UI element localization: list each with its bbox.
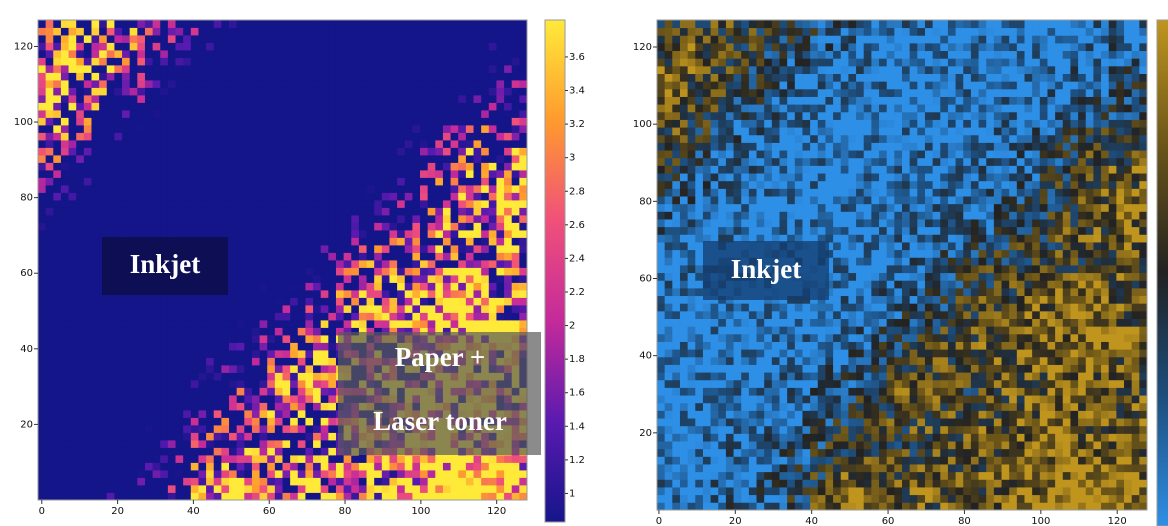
colorbar-tick-label: 2 xyxy=(569,321,575,332)
x-tick-label: 120 xyxy=(1108,516,1127,526)
x-tick-label: 100 xyxy=(411,506,430,517)
y-tick-label: 80 xyxy=(639,196,652,207)
colorbar-tick-label: 1.2 xyxy=(569,455,585,466)
x-tick-label: 80 xyxy=(339,506,352,517)
colorbar-tick-label: 3.4 xyxy=(569,86,585,97)
y-tick-label: 120 xyxy=(14,41,33,52)
x-tick-label: 20 xyxy=(729,516,742,526)
colorbar xyxy=(1156,19,1168,526)
x-tick-label: 60 xyxy=(882,516,895,526)
x-tick-label: 0 xyxy=(656,516,662,526)
x-tick-label: 60 xyxy=(263,506,276,517)
annotation: Laser toner xyxy=(373,406,507,436)
y-tick-label: 100 xyxy=(633,119,652,130)
annotation: Inkjet xyxy=(731,254,802,284)
plot-frame xyxy=(656,19,1148,511)
y-tick-label: 100 xyxy=(14,117,33,128)
colorbar-tick-label: 1.6 xyxy=(569,388,585,399)
x-tick-label: 20 xyxy=(111,506,124,517)
colorbar-tick-label: 1.8 xyxy=(569,354,585,365)
y-tick-label: 60 xyxy=(639,274,652,285)
annotation: Paper + xyxy=(395,342,486,372)
y-tick-label: 80 xyxy=(20,193,33,204)
y-tick-label: 40 xyxy=(20,344,33,355)
colorbar-tick-label: 2.6 xyxy=(569,220,585,231)
y-tick-label: 20 xyxy=(639,428,652,439)
annotation-box xyxy=(102,237,228,295)
x-tick-label: 40 xyxy=(187,506,200,517)
y-tick-label: 120 xyxy=(633,42,652,53)
plot-frame xyxy=(37,19,528,501)
x-tick-label: 40 xyxy=(805,516,818,526)
heatmap-panel: 0 20 40 60 80 100 120 20 40 60 80 100 120 1 1.2 1.4 1.6 1… xyxy=(14,19,585,523)
heatmap-panel: 0 20 40 60 80 100 120 20 40 60 80 100 120 Inkjet xyxy=(633,19,1168,526)
x-tick-label: 0 xyxy=(39,506,45,517)
colorbar-tick-label: 1 xyxy=(569,488,575,499)
colorbar-tick-label: 2.8 xyxy=(569,186,585,197)
colorbar-tick-label: 2.4 xyxy=(569,253,585,264)
colorbar-tick-label: 1.4 xyxy=(569,421,585,432)
y-tick-label: 60 xyxy=(20,268,33,279)
colorbar-tick-label: 3 xyxy=(569,153,575,164)
annotation: Inkjet xyxy=(130,249,201,279)
x-tick-label: 80 xyxy=(958,516,971,526)
colorbar xyxy=(544,19,566,523)
y-tick-label: 40 xyxy=(639,351,652,362)
annotation-box xyxy=(703,241,829,300)
colorbar-tick-label: 2.2 xyxy=(569,287,585,298)
colorbar-tick-label: 3.6 xyxy=(569,52,585,63)
colorbar-tick-label: 3.2 xyxy=(569,119,585,130)
annotation-box xyxy=(338,332,541,455)
x-tick-label: 120 xyxy=(487,506,506,517)
y-tick-label: 20 xyxy=(20,419,33,430)
x-tick-label: 100 xyxy=(1031,516,1050,526)
